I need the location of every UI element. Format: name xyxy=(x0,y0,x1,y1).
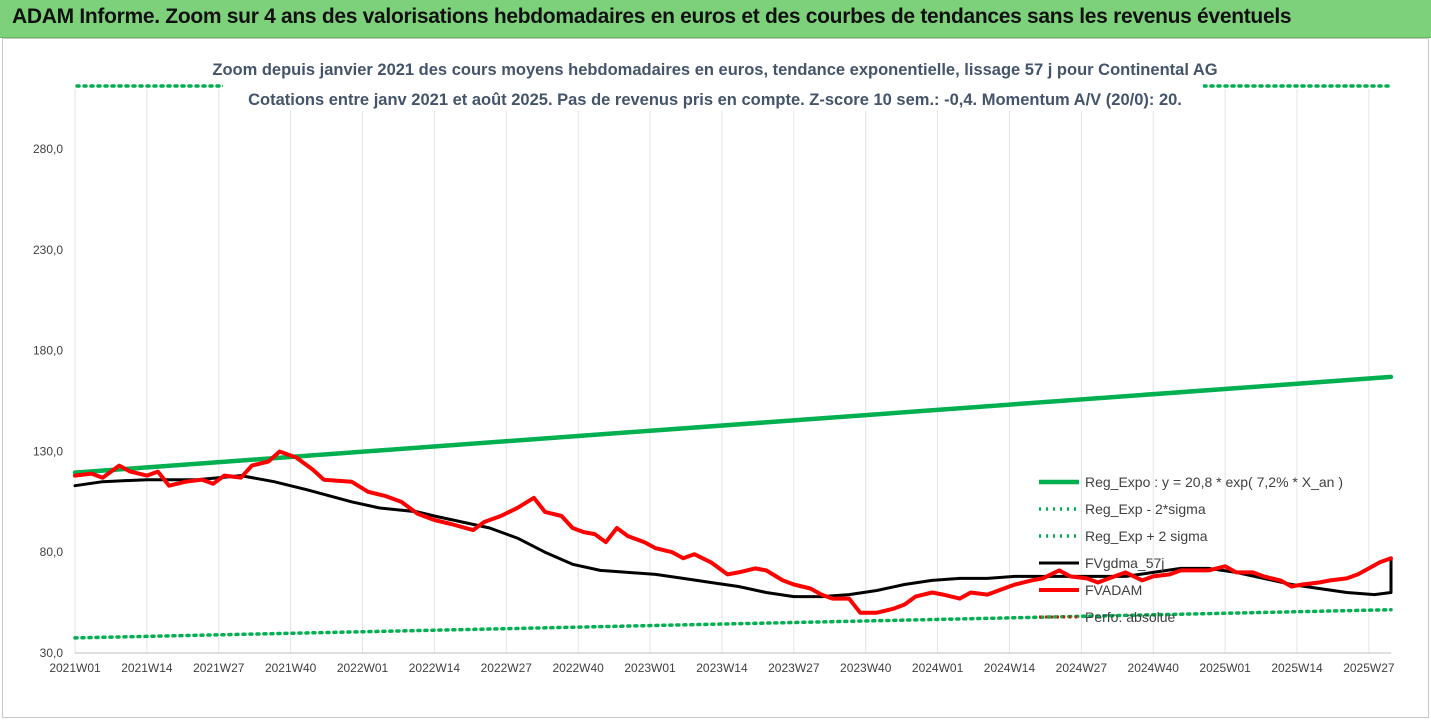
x-tick-label: 2021W01 xyxy=(49,661,101,675)
x-tick-label: 2021W14 xyxy=(121,661,173,675)
series-line-4 xyxy=(73,449,1393,615)
series-line-3 xyxy=(73,474,1393,599)
report-title: ADAM Informe. Zoom sur 4 ans des valoris… xyxy=(12,5,1292,28)
chart-svg: Zoom depuis janvier 2021 des cours moyen… xyxy=(33,49,1395,675)
chart-frame: Zoom depuis janvier 2021 des cours moyen… xyxy=(2,38,1429,718)
series-line-1 xyxy=(73,607,1393,640)
y-tick-labels: 30,0 80,0 130,0 180,0 230,0 280,0 xyxy=(33,142,63,660)
y-tick-label: 230,0 xyxy=(33,243,63,257)
legend-label-1: Reg_Exp - 2*sigma xyxy=(1085,501,1206,517)
x-tick-label: 2023W01 xyxy=(624,661,676,675)
series-lines xyxy=(72,374,1394,640)
y-tick-label: 30,0 xyxy=(40,646,64,660)
x-tick-label: 2021W27 xyxy=(193,661,245,675)
x-tick-label: 2024W14 xyxy=(984,661,1036,675)
x-tick-label: 2025W01 xyxy=(1199,661,1251,675)
legend-label-2: Reg_Exp + 2 sigma xyxy=(1085,528,1208,544)
gridlines xyxy=(74,89,1370,653)
x-tick-label: 2022W27 xyxy=(481,661,533,675)
x-tick-label: 2022W14 xyxy=(409,661,461,675)
x-tick-label: 2023W14 xyxy=(696,661,748,675)
x-tick-label: 2023W27 xyxy=(768,661,820,675)
y-tick-label: 180,0 xyxy=(33,344,63,358)
x-tick-label: 2021W40 xyxy=(265,661,317,675)
legend-label-3: FVgdma_57j xyxy=(1085,555,1164,571)
x-tick-label: 2024W27 xyxy=(1056,661,1108,675)
x-tick-labels: 2021W01 2021W14 2021W27 2021W40 2022W01 2022W… xyxy=(49,661,1395,675)
chart-title: Zoom depuis janvier 2021 des cours moyen… xyxy=(212,61,1217,79)
x-tick-label: 2024W40 xyxy=(1128,661,1180,675)
legend-label-5: Perfo. absolue xyxy=(1085,609,1175,625)
x-tick-label: 2025W27 xyxy=(1343,661,1395,675)
title-background xyxy=(223,49,1203,111)
legend-label-4: FVADAM xyxy=(1085,582,1142,598)
y-tick-label: 80,0 xyxy=(40,545,64,559)
x-tick-label: 2022W40 xyxy=(552,661,604,675)
chart-subtitle: Cotations entre janv 2021 et août 2025. … xyxy=(248,91,1182,109)
x-tick-label: 2023W40 xyxy=(840,661,892,675)
y-tick-label: 280,0 xyxy=(33,142,63,156)
x-tick-label: 2022W01 xyxy=(337,661,389,675)
x-tick-label: 2024W01 xyxy=(912,661,964,675)
legend: Reg_Expo : y = 20,8 * exp( 7,2% * X_an )… xyxy=(1039,474,1343,625)
legend-label-0: Reg_Expo : y = 20,8 * exp( 7,2% * X_an ) xyxy=(1085,474,1343,490)
y-tick-label: 130,0 xyxy=(33,444,63,458)
x-tick-label: 2025W14 xyxy=(1271,661,1323,675)
report-header: ADAM Informe. Zoom sur 4 ans des valoris… xyxy=(0,0,1431,38)
